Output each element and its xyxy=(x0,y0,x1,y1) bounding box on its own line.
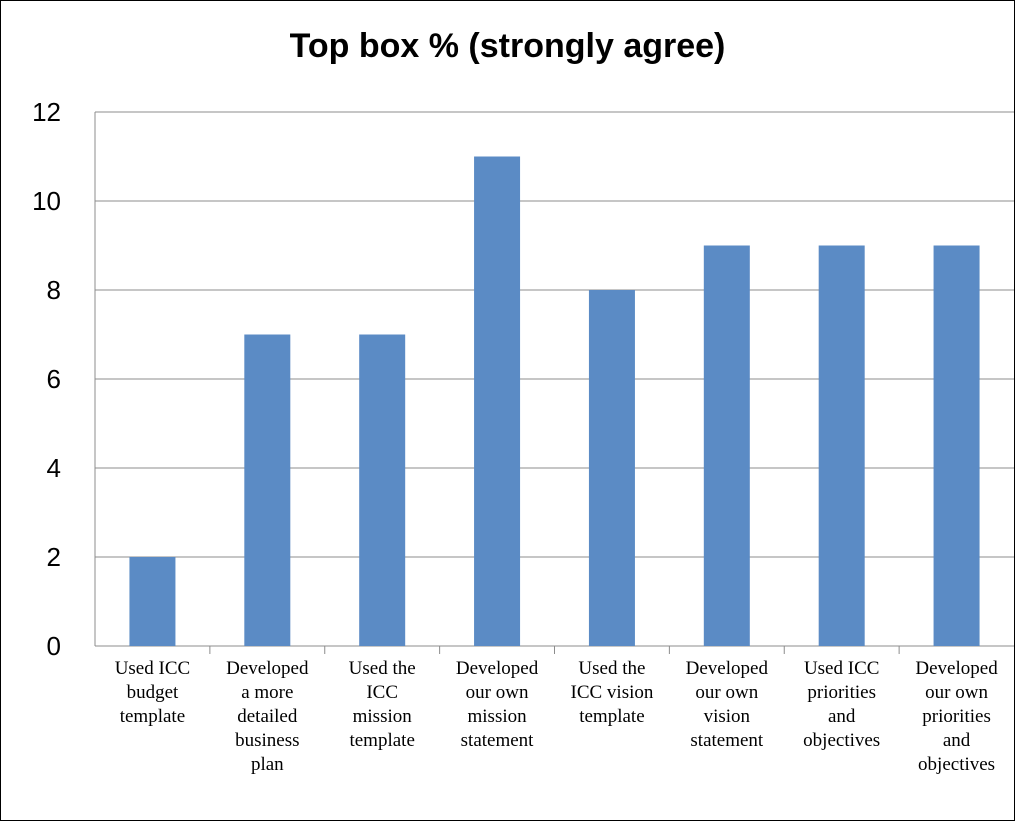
x-tick-label: Used the ICC vision template xyxy=(571,658,654,727)
bar xyxy=(359,334,406,646)
y-tick-label: 8 xyxy=(47,275,61,305)
bar xyxy=(588,290,635,646)
y-tick-label: 0 xyxy=(47,631,61,661)
bar xyxy=(703,245,750,646)
bar xyxy=(933,245,980,646)
x-tick-label: Developed our own vision statement xyxy=(686,658,769,751)
x-tick-label: Developed our own priorities and objectives xyxy=(915,658,998,775)
x-tick-label: Developed our own mission statement xyxy=(456,658,539,751)
bar xyxy=(129,557,176,646)
y-tick-label: 2 xyxy=(47,542,61,572)
y-tick-label: 6 xyxy=(47,364,61,394)
y-tick-label: 4 xyxy=(47,453,61,483)
bar xyxy=(474,156,521,646)
bar xyxy=(244,334,291,646)
y-tick-label: 10 xyxy=(32,186,61,216)
bar xyxy=(818,245,865,646)
chart-title: Top box % (strongly agree) xyxy=(289,27,726,65)
x-tick-label: Used ICC priorities and objectives xyxy=(803,658,880,751)
x-tick-label: Used the ICC mission template xyxy=(349,658,416,751)
x-tick-label: Developed a more detailed business plan xyxy=(226,658,309,775)
x-tick-label: Used ICC budget template xyxy=(115,658,190,727)
y-tick-label: 12 xyxy=(32,97,61,127)
